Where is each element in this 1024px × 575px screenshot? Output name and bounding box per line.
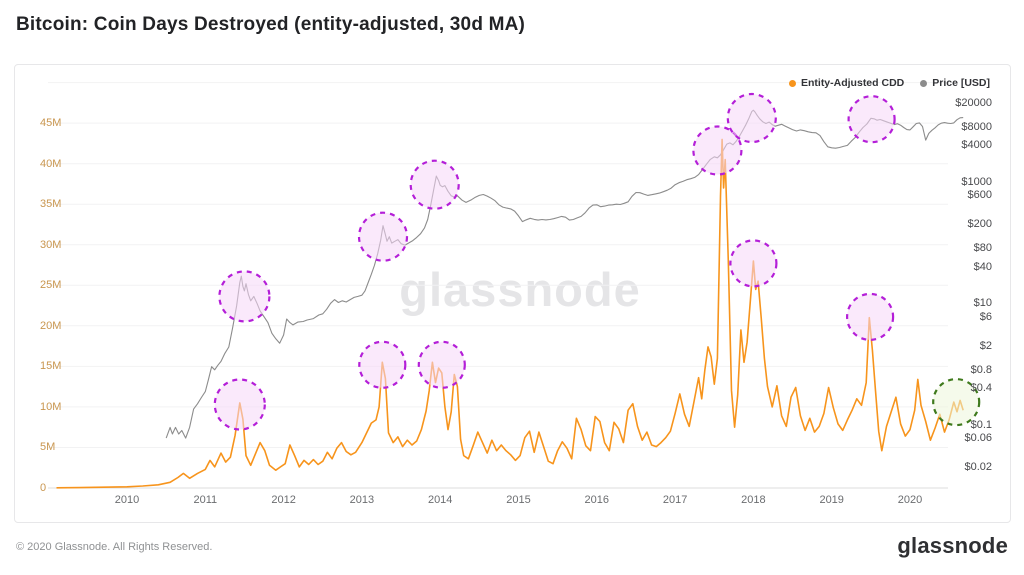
cdd-legend-dot-icon [788,79,796,87]
legend: Entity-Adjusted CDD Price [USD] [788,77,990,89]
legend-item-entity-adjusted-cdd[interactable]: Entity-Adjusted CDD [788,77,905,89]
glassnode-logo: glassnode [897,533,1008,558]
legend-item-price-usd[interactable]: Price [USD] [920,77,990,89]
watermark: glassnode [399,263,641,316]
page-title: Bitcoin: Coin Days Destroyed (entity-adj… [16,14,526,35]
price-legend-dot-icon [920,79,928,87]
legend-label-price: Price [USD] [932,77,990,89]
legend-label-cdd: Entity-Adjusted CDD [800,77,905,89]
copyright-text: © 2020 Glassnode. All Rights Reserved. [16,541,213,553]
